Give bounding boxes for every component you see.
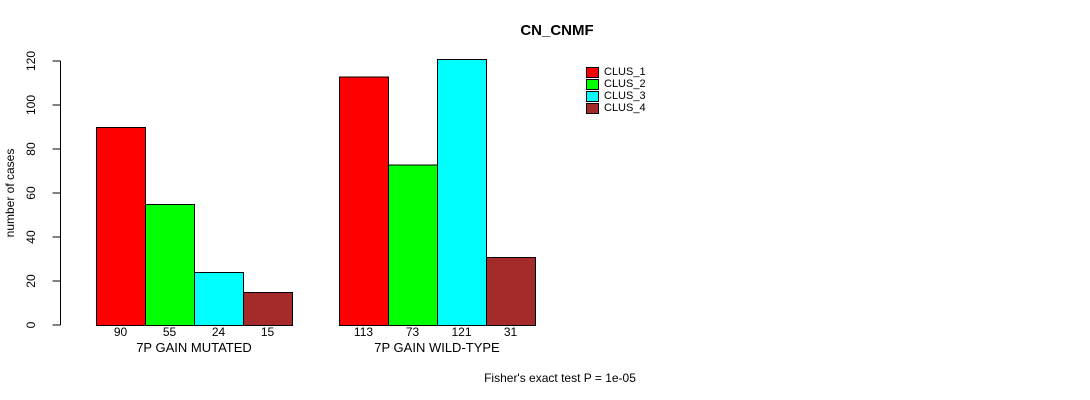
bar-clus_3-7p-gain-mutated [194,272,244,327]
bars-group [96,58,536,327]
bar-clus_1-7p-gain-wild-type [339,76,389,327]
y-tick-label: 60 [24,186,38,200]
group-label-mutated: 7P GAIN MUTATED [136,340,252,355]
bar-value-label: 55 [163,325,177,339]
bar-value-label: 121 [451,325,471,339]
y-tick-label: 100 [24,95,38,115]
legend-item-clus3: CLUS_3 [586,90,646,102]
bar-value-label: 113 [354,325,373,339]
bar-value-label: 31 [504,325,518,339]
y-tick-label: 80 [24,142,38,156]
bar-value-label: 73 [406,325,420,339]
legend-item-clus2: CLUS_2 [586,78,646,90]
bar-clus_1-7p-gain-mutated [96,127,146,326]
bar-value-label: 90 [114,325,128,339]
legend: CLUS_1 CLUS_2 CLUS_3 CLUS_4 [586,66,646,114]
legend-swatch-clus2 [586,78,599,90]
legend-label-clus2: CLUS_2 [604,78,646,90]
bar-clus_4-7p-gain-wild-type [486,256,536,326]
y-tick-label: 120 [24,51,38,71]
legend-swatch-clus3 [586,90,599,102]
bar-clus_3-7p-gain-wild-type [437,58,487,327]
y-axis: 0 20 40 60 80 100 120 [24,51,61,328]
bar-clus_2-7p-gain-wild-type [388,164,438,326]
bar-clus_2-7p-gain-mutated [145,204,195,326]
bar-value-label: 15 [261,325,275,339]
legend-swatch-clus4 [586,102,599,114]
legend-label-clus3: CLUS_3 [604,90,646,102]
y-tick-label: 0 [24,321,38,328]
fisher-test-note: Fisher's exact test P = 1e-05 [484,371,636,385]
legend-item-clus1: CLUS_1 [586,66,646,78]
y-tick-label: 20 [24,274,38,288]
bar-value-label: 24 [212,325,226,339]
chart-title: CN_CNMF [520,22,593,39]
bar-value-labels: 90 55 24 15 113 73 121 31 [114,325,518,339]
legend-item-clus4: CLUS_4 [586,102,646,114]
bar-clus_4-7p-gain-mutated [243,292,293,326]
y-axis-label: number of cases [3,149,17,238]
legend-label-clus4: CLUS_4 [604,102,646,114]
legend-label-clus1: CLUS_1 [604,66,646,78]
legend-swatch-clus1 [586,66,599,78]
y-tick-label: 40 [24,230,38,244]
group-label-wildtype: 7P GAIN WILD-TYPE [374,340,500,355]
